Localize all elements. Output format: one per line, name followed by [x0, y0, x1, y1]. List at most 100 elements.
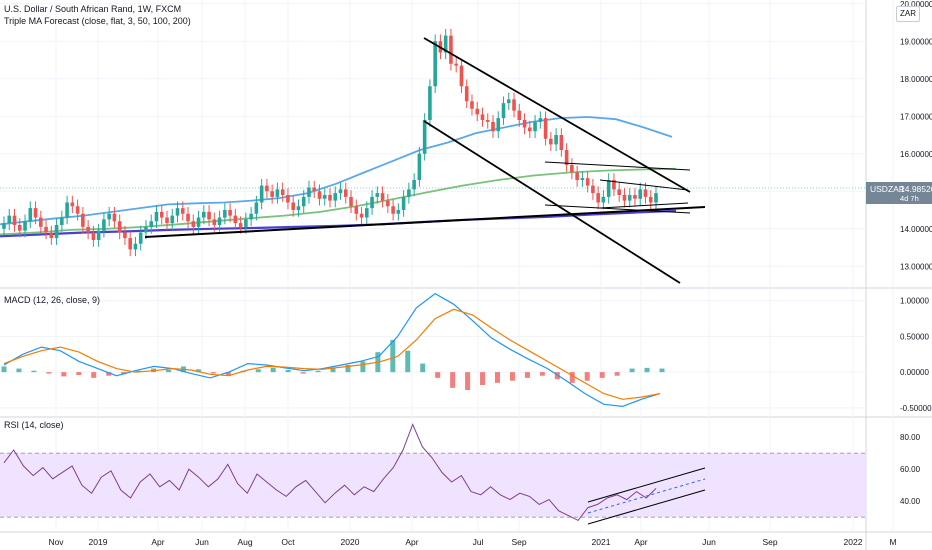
candle: [249, 207, 253, 227]
candle-body: [159, 211, 164, 218]
candle: [81, 207, 85, 234]
support-trendline[interactable]: [144, 206, 706, 238]
candle-body: [375, 193, 380, 197]
price-tag: USDZAR 14.98520 4d 7h: [0, 182, 932, 204]
candle: [643, 182, 648, 204]
candle: [365, 201, 369, 225]
candle-body: [585, 178, 590, 186]
candle: [228, 203, 232, 223]
candle: [612, 173, 616, 197]
candle-body: [75, 206, 80, 214]
macd-histogram-bar: [599, 372, 605, 378]
range-top-line[interactable]: [544, 161, 691, 171]
candle: [317, 184, 322, 206]
macd-histogram-bar: [539, 372, 545, 376]
y-tick-label: 13.00000: [900, 262, 932, 271]
candle-body: [296, 206, 301, 210]
candle: [244, 212, 248, 234]
candle: [60, 210, 64, 232]
candle-body: [217, 217, 222, 225]
candle: [333, 186, 338, 208]
candle: [128, 231, 132, 257]
macd-histogram-bar: [554, 372, 560, 380]
flag-bottom-line[interactable]: [599, 202, 689, 209]
candle: [86, 220, 90, 240]
channel-lower-trendline[interactable]: [423, 120, 681, 284]
candle: [322, 188, 327, 206]
currency-button[interactable]: ZAR: [896, 6, 920, 22]
candle: [633, 188, 637, 206]
candle-body: [333, 193, 338, 201]
range-bottom-line[interactable]: [544, 204, 691, 214]
candle-body: [449, 35, 453, 64]
candle: [470, 94, 474, 116]
macd-histogram-bar: [285, 370, 291, 373]
candle-body: [617, 189, 621, 195]
flag-top-line[interactable]: [599, 179, 689, 191]
candle: [7, 208, 12, 230]
candle-body: [349, 196, 353, 207]
macd-histogram-bar: [61, 372, 67, 377]
x-tick-label: Jun: [702, 537, 716, 547]
candle-body: [543, 118, 548, 139]
rsi-channel-upper[interactable]: [587, 467, 706, 503]
candle: [386, 193, 390, 213]
candle: [275, 182, 280, 204]
candle-body: [359, 213, 364, 218]
macd-tick-label: 0.50000: [900, 332, 929, 341]
candle-body: [33, 208, 38, 218]
macd-label[interactable]: MACD (12, 26, close, 9): [4, 295, 101, 305]
macd-histogram-bar: [330, 367, 336, 373]
indicator-label[interactable]: Triple MA Forecast (close, flat, 3, 50, …: [4, 16, 191, 26]
rsi-line: [3, 423, 657, 522]
candle-body: [270, 191, 274, 197]
macd-pane: [1, 292, 665, 408]
candle-body: [149, 221, 154, 227]
rsi-label[interactable]: RSI (14, close): [4, 420, 64, 430]
candle: [154, 205, 159, 228]
candle-body: [422, 120, 427, 154]
ma-line: [0, 116, 673, 226]
channel-upper-trendline[interactable]: [423, 37, 691, 193]
macd-histogram-bar: [614, 372, 620, 376]
candle: [296, 199, 301, 217]
candles: [2, 28, 658, 257]
candle-body: [496, 118, 501, 132]
candle-body: [81, 213, 85, 227]
candle: [112, 207, 117, 228]
candle: [223, 203, 227, 225]
candle: [138, 225, 143, 251]
candle-body: [654, 193, 658, 203]
candle: [622, 188, 627, 208]
candle-body: [328, 195, 332, 201]
candle: [638, 182, 643, 206]
macd-histogram-bar: [420, 363, 426, 373]
trend-drawings: [144, 37, 706, 525]
symbol-title[interactable]: U.S. Dollar / South African Rand, 1W, FX…: [4, 4, 182, 14]
candle-body: [612, 180, 616, 190]
candle: [123, 225, 127, 245]
candle-body: [475, 108, 480, 115]
y-tick-label: 14.00000: [900, 225, 932, 234]
candle-body: [233, 215, 238, 224]
candle: [354, 199, 359, 221]
candle: [648, 190, 653, 210]
candle: [449, 28, 453, 71]
macd-histogram-bar: [480, 372, 486, 385]
x-tick-label: Jun: [195, 537, 209, 547]
candle-body: [12, 215, 17, 225]
candle: [186, 207, 190, 228]
candle: [459, 58, 464, 93]
candle-body: [501, 103, 506, 119]
candle: [180, 201, 185, 221]
candle: [212, 212, 217, 232]
rsi-channel-mid[interactable]: [587, 478, 706, 514]
candle: [117, 214, 122, 240]
candle: [391, 199, 395, 221]
candle-body: [301, 196, 306, 207]
rsi-channel-lower[interactable]: [587, 489, 706, 525]
candle-body: [39, 217, 43, 227]
candle: [617, 182, 621, 202]
candle: [370, 190, 374, 215]
